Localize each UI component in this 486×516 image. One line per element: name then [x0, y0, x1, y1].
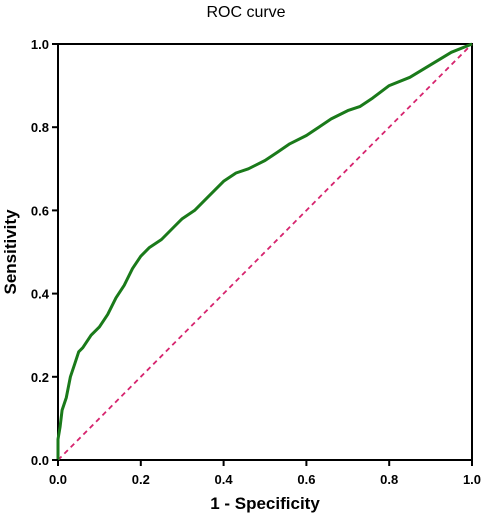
- y-axis-ticks: 0.0 0.2 0.4 0.6 0.8 1.0: [31, 37, 58, 468]
- y-tick-label: 0.0: [31, 453, 49, 468]
- reference-diagonal-line: [57, 43, 473, 461]
- x-tick-label: 1.0: [463, 472, 481, 487]
- chart-title: ROC curve: [206, 4, 285, 21]
- y-tick-label: 0.8: [31, 120, 49, 135]
- y-tick-label: 0.4: [31, 287, 50, 302]
- x-tick-label: 0.6: [297, 472, 315, 487]
- x-tick-label: 0.2: [132, 472, 150, 487]
- x-axis-label: 1 - Specificity: [210, 494, 320, 513]
- plot-frame: [57, 43, 473, 461]
- y-tick-label: 0.2: [31, 370, 49, 385]
- x-tick-label: 0.8: [380, 472, 398, 487]
- x-tick-label: 0.0: [49, 472, 67, 487]
- plot-area: [56, 42, 473, 461]
- y-axis-label: Sensitivity: [1, 209, 20, 295]
- y-tick-label: 0.6: [31, 203, 49, 218]
- series-layer: [56, 42, 473, 461]
- y-tick-label: 1.0: [31, 37, 49, 52]
- x-axis-ticks: 0.0 0.2 0.4 0.6 0.8 1.0: [49, 460, 481, 487]
- x-tick-label: 0.4: [215, 472, 234, 487]
- roc-curve-line: [56, 42, 473, 460]
